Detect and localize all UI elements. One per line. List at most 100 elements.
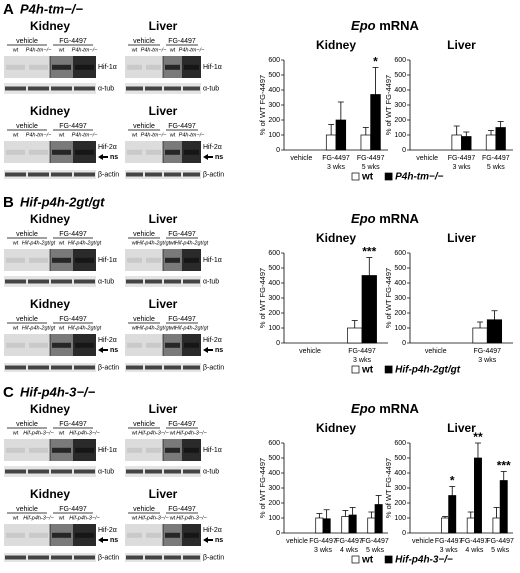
blot-band <box>165 532 180 538</box>
error-bar <box>316 513 323 518</box>
y-tick-label: 300 <box>268 485 280 492</box>
blot-band <box>183 555 200 560</box>
blot-band <box>52 64 71 70</box>
legend-swatch <box>351 555 360 564</box>
legend-label: wt <box>361 555 374 566</box>
group-label: FG-4497 <box>168 316 196 323</box>
error-bar <box>474 442 481 458</box>
blot-band <box>145 469 162 474</box>
arrow <box>98 154 108 160</box>
blot-band <box>28 86 49 91</box>
legend-label: Hif-p4h-2gt/gt <box>395 365 461 376</box>
chart-title: Kidney <box>316 38 356 52</box>
bar <box>370 94 381 151</box>
group-label: vehicle <box>16 316 38 323</box>
blot-band <box>164 365 181 370</box>
lane-label: Hif-p4h-2gt/gt <box>68 325 102 331</box>
group-label: vehicle <box>16 421 38 428</box>
blot-band <box>29 64 48 70</box>
blot-band <box>146 342 161 348</box>
significance-label: * <box>373 55 378 69</box>
y-axis-label: % of WT FG-4497 <box>384 458 393 518</box>
band-label: α-tub <box>98 85 114 92</box>
tissue-label: Kidney <box>30 212 70 226</box>
band-label: Hif-1α <box>98 447 117 454</box>
y-axis-label: % of WT FG-4497 <box>258 458 267 518</box>
legend-label: wt <box>361 172 374 183</box>
x-tick-label: vehicle <box>299 348 321 355</box>
arrow <box>203 347 213 353</box>
lane-label: Hif-p4h-3−/− <box>23 430 54 436</box>
error-bar <box>362 127 369 135</box>
bar <box>485 134 497 151</box>
y-tick-label: 600 <box>268 250 280 257</box>
band-label: α-tub <box>98 278 114 285</box>
bar <box>335 119 347 151</box>
x-tick-label: FG-4497 4 wks <box>461 538 489 554</box>
lane-label: wt <box>58 47 65 53</box>
panel-title: P4h-tm−/− <box>20 1 83 16</box>
y-tick-label: 200 <box>268 117 280 124</box>
lane-label: P4h-tm−/− <box>26 47 52 53</box>
blot-band <box>28 365 49 370</box>
blot-band <box>28 279 49 284</box>
error-bar <box>453 125 460 135</box>
y-tick-label: 200 <box>268 500 280 507</box>
x-tick-line: FG-4497 <box>486 538 514 545</box>
error-bar <box>368 511 375 518</box>
error-bar <box>366 257 373 276</box>
y-tick-label: 300 <box>394 295 406 302</box>
x-tick-label: FG-4497 3 wks <box>448 155 476 171</box>
arrow <box>203 154 213 160</box>
band-label: Hif-2α <box>203 144 222 151</box>
x-tick-label: FG-4497 3 wks <box>322 155 350 171</box>
error-bar <box>449 486 456 496</box>
lane-label: Hif-p4h-2gt/gt <box>175 240 209 246</box>
x-tick-line: 5 wks <box>366 547 384 554</box>
blot-band <box>165 447 180 453</box>
lane-label: wt <box>58 430 65 436</box>
chart-title: Liver <box>447 421 476 435</box>
blot-band <box>29 532 48 538</box>
group-label: FG-4497 <box>168 123 196 130</box>
blot-band <box>29 342 48 348</box>
tissue-label: Liver <box>149 104 178 118</box>
band-label: β-actin <box>98 554 119 561</box>
lane-label: wt <box>12 240 19 246</box>
blot-band <box>127 532 142 538</box>
bar <box>448 495 457 534</box>
blot-band <box>183 279 200 284</box>
y-tick-label: 0 <box>276 340 280 347</box>
tissue-label: Liver <box>149 212 178 226</box>
y-tick-label: 500 <box>268 72 280 79</box>
bar <box>322 518 331 534</box>
blot-band <box>52 532 71 538</box>
blot-band <box>184 257 199 263</box>
lane-label: Hif-p4h-2gt/gt <box>175 325 209 331</box>
lane-label: Hif-p4h-3−/− <box>23 515 54 521</box>
y-tick-label: 100 <box>394 132 406 139</box>
blot-band <box>183 469 200 474</box>
x-tick-line: 3 wks <box>353 357 371 364</box>
blot-band <box>127 257 142 263</box>
y-tick-label: 600 <box>268 57 280 64</box>
blot-band <box>164 172 181 177</box>
error-bar <box>497 121 504 128</box>
panel-title: Hif-p4h-3−/− <box>20 384 96 399</box>
band-label: β-actin <box>98 364 119 371</box>
band-label: Hif-1α <box>203 257 222 264</box>
band-label: β-actin <box>98 171 119 178</box>
x-tick-label: FG-4497 3 wks <box>473 348 501 364</box>
band-label: α-tub <box>98 468 114 475</box>
blot-band <box>6 447 25 453</box>
lane-label: wt <box>12 430 19 436</box>
tissue-label: Kidney <box>30 104 70 118</box>
bar <box>341 516 350 534</box>
significance-label: * <box>450 474 455 488</box>
blot-band <box>126 279 143 284</box>
y-axis-label: % of WT FG-4497 <box>384 268 393 328</box>
band-label: α-tub <box>203 85 219 92</box>
x-tick-label: FG-4497 3 wks <box>348 348 376 364</box>
group-label: FG-4497 <box>168 506 196 513</box>
group-label: vehicle <box>16 38 38 45</box>
